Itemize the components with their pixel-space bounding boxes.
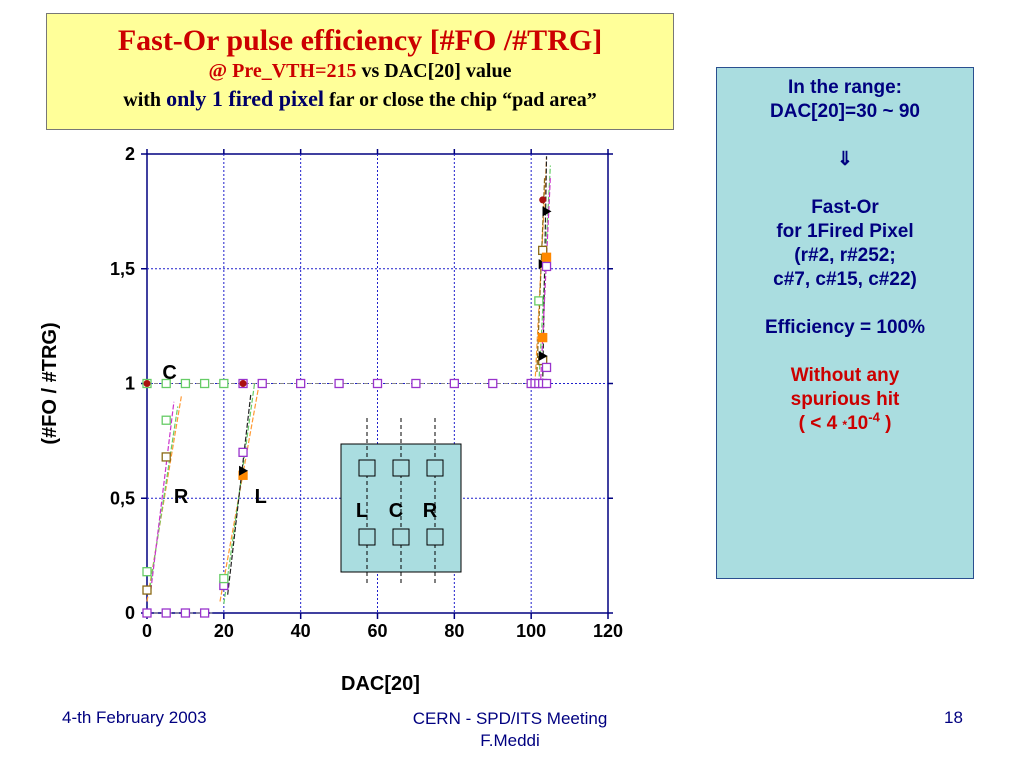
plateau-point [161,378,171,389]
footer-author: F.Meddi [480,731,540,750]
slide-subtitle-2: with only 1 fired pixel far or close the… [47,85,673,114]
spurious-rate: ( < 4 *10-4 ) [717,409,973,437]
x-tick-label: 100 [516,621,546,641]
info-line: for 1Fired Pixel [776,221,914,242]
slide-title: Fast-Or pulse efficiency [#FO /#TRG] [117,24,603,57]
triangle-point [542,206,552,217]
annotation-c: C [162,362,176,384]
x-tick-label: 60 [367,621,387,641]
annotation-l: L [255,486,267,508]
x-tick-label: 120 [593,621,623,641]
red-dot-point [239,380,247,387]
pre-vth-label: @ Pre_VTH=215 [208,60,357,82]
y-tick-label: 1 [125,374,135,394]
rate-dot: * [842,418,848,432]
efficiency-chart: 0 20 40 60 80 100 120 0 0,5 1 1,5 2 DAC[20] (#FO / #T… [39,144,623,695]
pad-square [358,528,376,546]
zero-point [161,608,171,618]
plateau-point [334,378,344,389]
slide-subtitle: @ Pre_VTH=215 vs DAC[20] value [47,58,673,85]
vs-dac-label: vs DAC[20] value [356,60,512,82]
pad-square [426,528,444,546]
footer-meeting-name: CERN - SPD/ITS Meeting [412,709,608,728]
marker-point [538,332,548,343]
marker-point [541,362,552,373]
info-line: Fast-Or [811,197,879,218]
efficiency-line: Efficiency = 100% [764,317,925,338]
x-axis-label: DAC[20] [341,673,420,695]
pad-label-r: R [423,500,438,522]
pad-label-c: C [389,500,403,522]
pad-area-label: far or close the chip “pad area” [323,89,597,111]
triangle-point [239,465,249,476]
down-arrow-icon: ⇓ [837,149,853,170]
info-line: DAC[20]=30 ~ 90 [770,101,920,122]
rate-suffix: ) [879,413,892,434]
rate-exponent: -4 [868,409,880,425]
footer-date: 4-th February 2003 [62,708,207,727]
marker-point [142,567,152,577]
y-tick-label: 2 [125,144,135,164]
transition-curve [223,383,256,604]
plateau-point [541,378,552,389]
marker-point [219,573,229,584]
transition-curve [227,394,252,595]
plateau-point [257,378,267,389]
plateau-point [180,378,191,389]
y-tick-label: 0,5 [110,488,135,508]
y-tick-label: 0 [125,603,135,623]
red-dot-point [539,196,547,204]
with-label: with [123,89,167,111]
marker-point [161,415,171,425]
plateau-point [219,378,229,389]
rate-base: 10 [847,413,869,434]
transition-curve [148,406,179,595]
footer-page-number: 18 [944,708,963,727]
pad-square [392,459,410,477]
info-line: c#7, c#15, c#22) [773,269,917,290]
x-tick-label: 20 [214,621,234,641]
info-box: In the range: DAC[20]=30 ~ 90 ⇓ Fast-Or … [716,67,974,579]
pad-square [426,459,444,477]
plateau-point [372,378,383,389]
x-tick-label: 0 [142,621,152,641]
fired-pixel-label: only 1 fired pixel [166,86,324,111]
pad-square [392,528,410,546]
y-axis-label: (#FO / #TRG) [39,322,61,444]
plateau-point [488,378,498,389]
info-line: (r#2, r#252; [794,245,896,266]
zero-point [180,608,191,618]
x-tick-label: 80 [444,621,464,641]
y-tick-label: 1,5 [110,259,135,279]
marker-point [142,585,152,595]
marker-point [541,252,552,262]
info-line: Without any [790,365,900,386]
plateau-point [296,378,306,389]
plateau-point [411,378,421,389]
transition-curve [150,401,175,591]
pad-label-l: L [356,500,368,522]
footer-meeting: CERN - SPD/ITS Meeting F.Meddi [360,708,660,752]
plateau-point [449,378,459,389]
x-tick-label: 40 [291,621,311,641]
red-dot-point [143,380,151,387]
marker-point [541,261,552,272]
annotation-r: R [174,486,189,508]
slide-title-box: Fast-Or pulse efficiency [#FO /#TRG] @ P… [46,13,674,130]
info-line: spurious hit [790,389,900,410]
rate-prefix: ( < 4 [798,413,843,434]
marker-point [238,447,248,458]
marker-point [161,452,171,462]
info-line: In the range: [787,77,902,98]
pad-square [358,459,376,477]
zero-point [199,608,210,618]
marker-point [534,296,544,306]
zero-point [142,608,152,618]
plateau-point [199,378,210,389]
triangle-point [538,350,548,361]
